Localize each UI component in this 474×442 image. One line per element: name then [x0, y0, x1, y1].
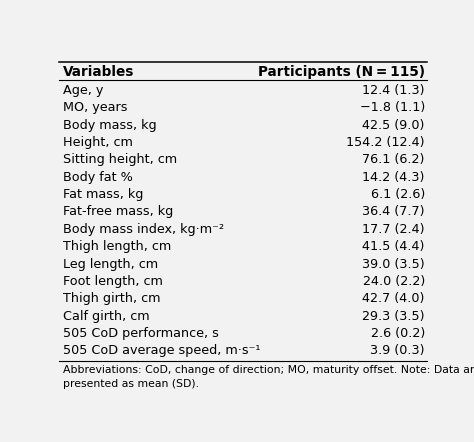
- Text: Sitting height, cm: Sitting height, cm: [63, 153, 177, 166]
- Text: 505 CoD average speed, m·s⁻¹: 505 CoD average speed, m·s⁻¹: [63, 344, 260, 357]
- Text: −1.8 (1.1): −1.8 (1.1): [359, 101, 425, 114]
- Text: 39.0 (3.5): 39.0 (3.5): [362, 258, 425, 271]
- Text: 17.7 (2.4): 17.7 (2.4): [362, 223, 425, 236]
- Text: 24.0 (2.2): 24.0 (2.2): [363, 275, 425, 288]
- Text: Height, cm: Height, cm: [63, 136, 133, 149]
- Text: Calf girth, cm: Calf girth, cm: [63, 309, 150, 323]
- Text: Body mass, kg: Body mass, kg: [63, 118, 156, 132]
- Text: Body mass index, kg·m⁻²: Body mass index, kg·m⁻²: [63, 223, 224, 236]
- Text: 3.9 (0.3): 3.9 (0.3): [370, 344, 425, 357]
- Text: Body fat %: Body fat %: [63, 171, 133, 184]
- Text: 36.4 (7.7): 36.4 (7.7): [362, 206, 425, 218]
- Text: Variables: Variables: [63, 65, 134, 79]
- Text: 76.1 (6.2): 76.1 (6.2): [363, 153, 425, 166]
- Text: 14.2 (4.3): 14.2 (4.3): [363, 171, 425, 184]
- Text: MO, years: MO, years: [63, 101, 128, 114]
- Text: Abbreviations: CoD, change of direction; MO, maturity offset. Note: Data are
pre: Abbreviations: CoD, change of direction;…: [63, 365, 474, 389]
- Text: 29.3 (3.5): 29.3 (3.5): [362, 309, 425, 323]
- Text: Fat-free mass, kg: Fat-free mass, kg: [63, 206, 173, 218]
- Text: Fat mass, kg: Fat mass, kg: [63, 188, 143, 201]
- Text: Foot length, cm: Foot length, cm: [63, 275, 163, 288]
- Text: 12.4 (1.3): 12.4 (1.3): [362, 84, 425, 97]
- Text: Thigh length, cm: Thigh length, cm: [63, 240, 171, 253]
- Text: 6.1 (2.6): 6.1 (2.6): [371, 188, 425, 201]
- Text: 41.5 (4.4): 41.5 (4.4): [363, 240, 425, 253]
- Text: Participants (N = 115): Participants (N = 115): [258, 65, 425, 79]
- Text: 42.5 (9.0): 42.5 (9.0): [363, 118, 425, 132]
- Text: 42.7 (4.0): 42.7 (4.0): [363, 292, 425, 305]
- Text: Thigh girth, cm: Thigh girth, cm: [63, 292, 160, 305]
- Text: 2.6 (0.2): 2.6 (0.2): [371, 327, 425, 340]
- Text: 505 CoD performance, s: 505 CoD performance, s: [63, 327, 219, 340]
- Text: Age, y: Age, y: [63, 84, 103, 97]
- Text: 154.2 (12.4): 154.2 (12.4): [346, 136, 425, 149]
- Text: Leg length, cm: Leg length, cm: [63, 258, 158, 271]
